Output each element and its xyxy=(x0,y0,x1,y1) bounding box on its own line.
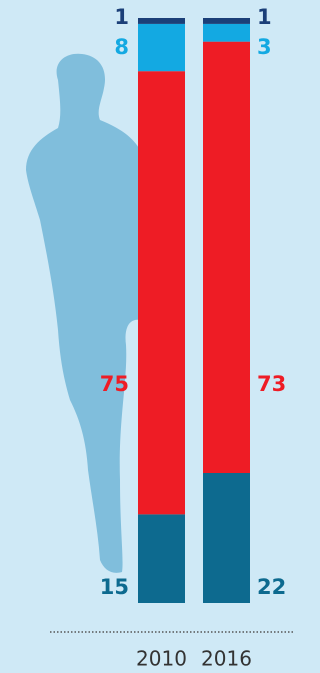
value-label: 1 xyxy=(257,5,272,29)
value-label: 1 xyxy=(114,5,129,29)
bar-segment xyxy=(138,18,185,24)
value-label: 75 xyxy=(100,372,129,396)
bar-segment xyxy=(203,24,250,42)
value-label: 3 xyxy=(257,35,272,59)
bar-segment xyxy=(203,473,250,603)
x-tick-label: 2010 xyxy=(136,647,187,671)
bar-segment xyxy=(203,18,250,24)
bar-segment xyxy=(138,24,185,71)
bar-segment xyxy=(138,514,185,603)
chart: 15 75 8 1 2010 22 73 3 1 2016 xyxy=(0,0,293,673)
bar-segment xyxy=(138,71,185,514)
value-label: 15 xyxy=(100,575,129,599)
page: {"chart_data": {"type": "stacked-bar", "… xyxy=(0,0,320,673)
value-label: 8 xyxy=(114,35,129,59)
value-label: 22 xyxy=(257,575,286,599)
x-tick-label: 2016 xyxy=(201,647,252,671)
value-label: 73 xyxy=(257,372,286,396)
bar-segment xyxy=(203,42,250,473)
